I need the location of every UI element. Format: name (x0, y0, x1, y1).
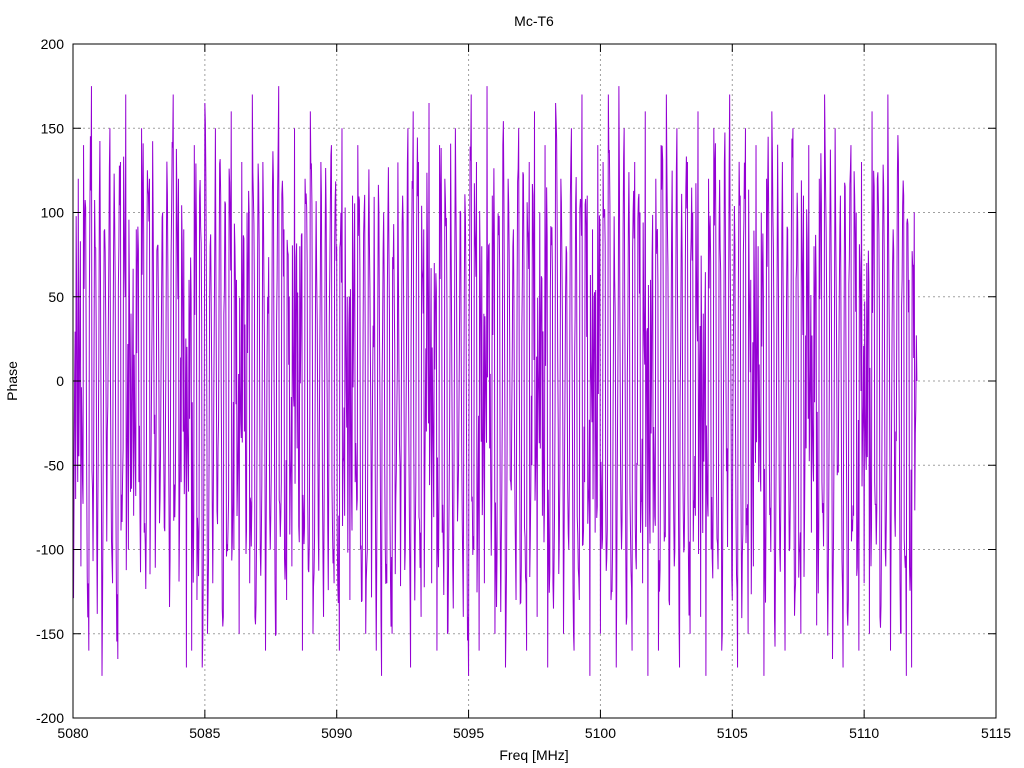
x-tick-label: 5105 (717, 725, 748, 741)
x-tick-label: 5100 (585, 725, 616, 741)
axis-ticks: 5080 5085 5090 5095 5100 5105 5110 5115 -200 -150… (36, 36, 1011, 741)
phase-series-line (72, 86, 918, 676)
x-tick-label: 5095 (453, 725, 484, 741)
y-tick-label: 100 (41, 205, 65, 221)
x-tick-label: 5110 (849, 725, 879, 741)
x-tick-label: 5085 (189, 725, 220, 741)
y-tick-label: -50 (44, 457, 64, 473)
y-tick-label: -150 (36, 626, 64, 642)
x-axis-label: Freq [MHz] (499, 747, 568, 763)
y-tick-label: 200 (41, 36, 65, 52)
y-tick-label: -200 (36, 710, 64, 726)
y-axis-label: Phase (4, 361, 20, 401)
x-tick-label: 5080 (57, 725, 88, 741)
chart-title: Mc-T6 (514, 13, 554, 29)
y-tick-label: 0 (56, 373, 64, 389)
series-layer (72, 86, 918, 676)
y-tick-label: -100 (36, 542, 64, 558)
y-tick-label: 50 (48, 289, 64, 305)
x-tick-label: 5115 (981, 725, 1011, 741)
x-tick-label: 5090 (321, 725, 352, 741)
y-tick-label: 150 (41, 120, 65, 136)
